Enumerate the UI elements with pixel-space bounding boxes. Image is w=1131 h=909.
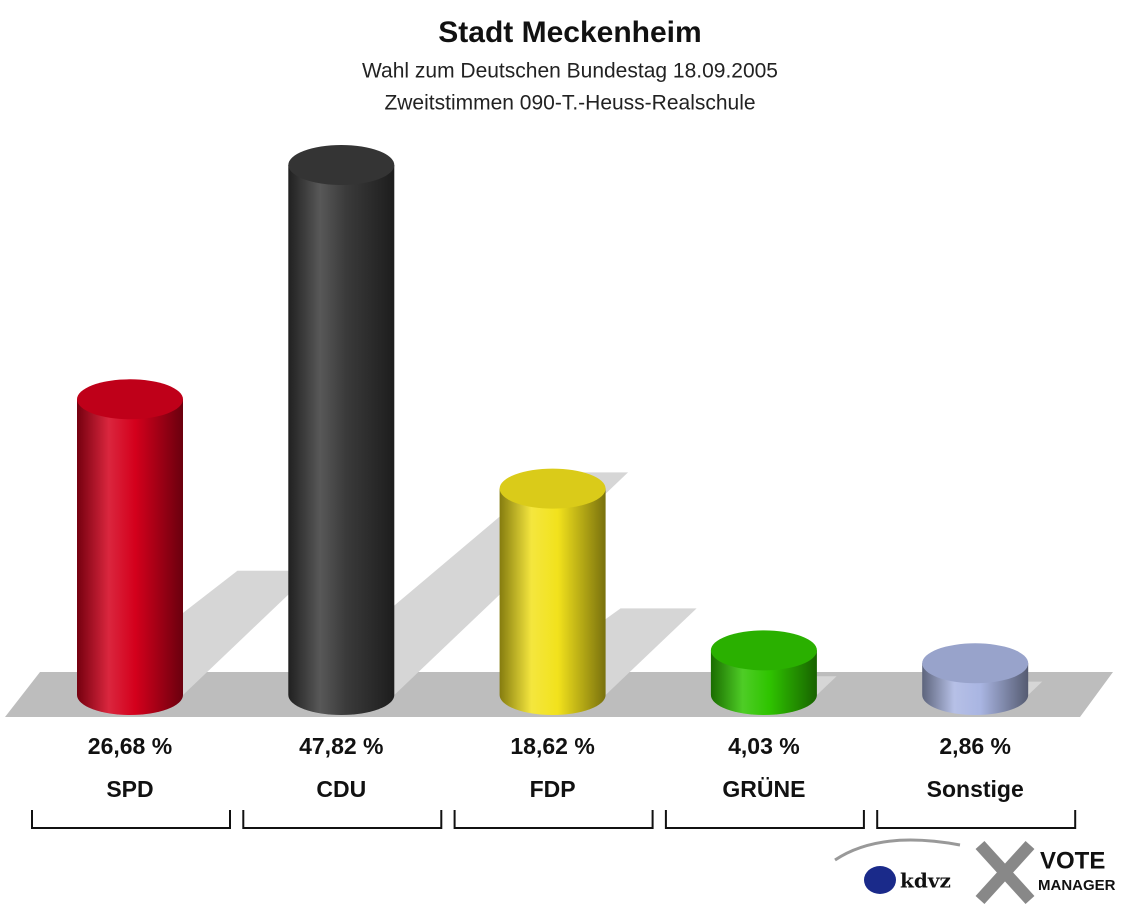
logo-swoosh <box>834 838 961 862</box>
logo-text: VOTE <box>1040 847 1105 874</box>
bracket <box>664 810 865 829</box>
value-label: 2,86 % <box>939 733 1011 759</box>
logo-text: kdvz <box>900 869 951 893</box>
category-label: GRÜNE <box>722 776 805 802</box>
category-label: Sonstige <box>927 776 1024 802</box>
bar-top <box>77 379 183 420</box>
bar-top <box>288 145 395 185</box>
chart-subtitle: Wahl zum Deutschen Bundestag 18.09.2005 <box>362 60 778 83</box>
bar <box>499 488 606 715</box>
category-label: CDU <box>316 776 366 802</box>
bar-top <box>710 630 817 671</box>
logo-x <box>975 840 1035 905</box>
bracket <box>31 810 231 829</box>
bracket <box>876 810 1077 829</box>
category-label: SPD <box>106 776 153 802</box>
bar <box>77 399 183 715</box>
bracket <box>242 810 443 829</box>
logo-ball <box>864 866 896 894</box>
value-label: 18,62 % <box>510 733 594 759</box>
bar-top <box>499 468 606 509</box>
bracket <box>453 810 654 829</box>
logo: kdvz VOTE MANAGER <box>834 838 1116 905</box>
bar <box>288 165 395 715</box>
value-label: 4,03 % <box>728 733 800 759</box>
chart-subtitle: Zweitstimmen 090-T.-Heuss-Realschule <box>384 92 755 115</box>
value-label: 26,68 % <box>88 733 172 759</box>
value-label: 47,82 % <box>299 733 383 759</box>
category-label: FDP <box>530 776 576 802</box>
bar-top <box>922 643 1029 684</box>
logo-text: MANAGER <box>1038 877 1116 894</box>
chart-title: Stadt Meckenheim <box>438 16 701 49</box>
